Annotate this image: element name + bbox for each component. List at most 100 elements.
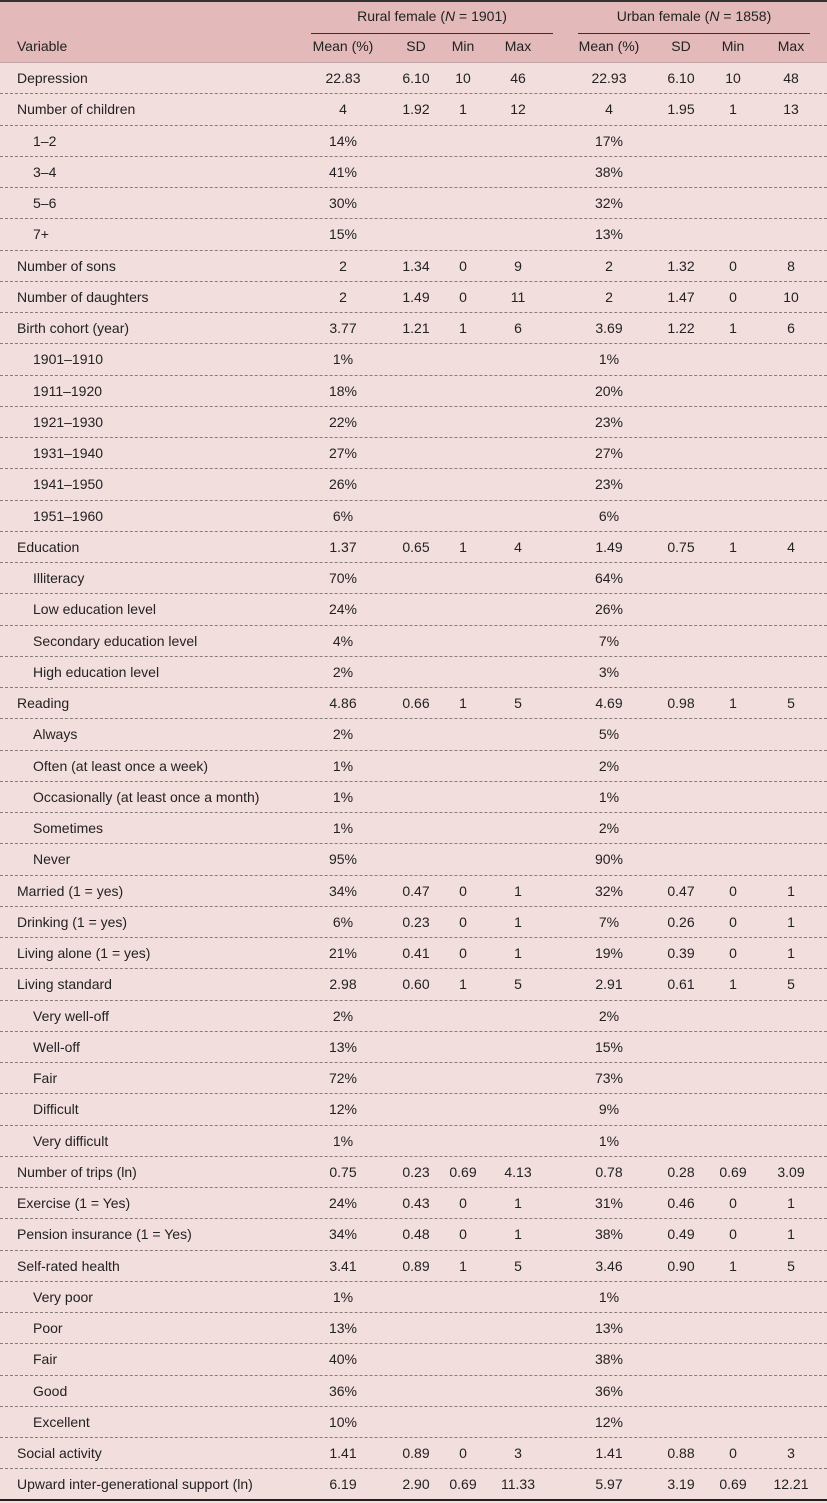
cell-value: 1: [459, 976, 467, 993]
cell-value: 10: [783, 288, 799, 305]
cell-value: 1: [729, 1257, 737, 1274]
cell-value: 18%: [328, 382, 358, 399]
cell-value: 1%: [598, 1288, 620, 1305]
cell-value: 1: [514, 1195, 522, 1211]
table-row: Self-rated health 3.41 0.89 1 5 3.46 0.90 1 5: [0, 1251, 827, 1282]
cell-value: 2%: [598, 757, 620, 774]
table-subrow: Low education level 24% 26%: [0, 594, 827, 626]
cell-value: 11: [510, 288, 526, 305]
cell-value: 1: [459, 695, 467, 711]
cell-value: 0.28: [667, 1163, 695, 1180]
cell-value: 19%: [594, 945, 624, 961]
cell-value: 1: [787, 1195, 795, 1211]
row-label: Never: [33, 851, 71, 868]
cell-value: 0.69: [719, 1163, 747, 1180]
column-header: Max: [504, 38, 532, 54]
cell-value: 12.21: [773, 1476, 809, 1493]
table-row: Reading 4.86 0.66 1 5 4.69 0.98 1 5: [0, 688, 827, 720]
cell-value: 9: [514, 257, 522, 274]
row-label: 1921–1930: [33, 413, 104, 430]
cell-value: 0.65: [402, 538, 430, 555]
cell-value: 0.88: [667, 1445, 695, 1461]
cell-value: 0.60: [402, 976, 430, 993]
cell-value: 1%: [598, 1132, 620, 1149]
header-variable: Variable: [17, 38, 68, 54]
cell-value: 1: [514, 1226, 522, 1243]
cell-value: 24%: [328, 601, 358, 618]
column-header: SD: [406, 38, 426, 54]
cell-value: 1.34: [402, 257, 430, 274]
table-row: Married (1 = yes) 34% 0.47 0 1 32% 0.47 0 1: [0, 876, 827, 907]
column-header: Max: [777, 38, 805, 54]
cell-value: 5: [514, 976, 522, 993]
cell-value: 0: [729, 913, 737, 930]
row-label: Well-off: [33, 1038, 80, 1055]
cell-value: 46: [510, 70, 526, 86]
cell-value: 2%: [332, 663, 354, 680]
table-row: Living standard 2.98 0.60 1 5 2.91 0.61 1 5: [0, 969, 827, 1001]
cell-value: 2%: [598, 1007, 620, 1024]
cell-value: 4.86: [329, 695, 357, 711]
row-label: 1–2: [33, 132, 57, 149]
cell-value: 0.39: [667, 945, 695, 961]
cell-value: 23%: [594, 476, 624, 493]
cell-value: 3.69: [595, 320, 623, 336]
cell-value: 26%: [594, 601, 624, 618]
row-label: 7+: [33, 226, 49, 243]
cell-value: 5: [787, 976, 795, 993]
cell-value: 15%: [594, 1038, 624, 1055]
cell-value: 1.47: [667, 288, 695, 305]
cell-value: 1: [459, 101, 467, 118]
row-label: Upward inter-generational support (ln): [17, 1476, 253, 1493]
cell-value: 1%: [332, 1132, 354, 1149]
group-rule-rural: [311, 33, 553, 34]
cell-value: 2.91: [595, 976, 623, 993]
cell-value: 5: [787, 1257, 795, 1274]
cell-value: 1%: [332, 1288, 354, 1305]
row-label: 5–6: [33, 195, 57, 211]
cell-value: 1: [514, 882, 522, 899]
cell-value: 10: [455, 70, 471, 86]
cell-value: 12: [510, 101, 526, 118]
cell-value: 1%: [332, 351, 354, 368]
cell-value: 40%: [328, 1351, 358, 1368]
cell-value: 6.19: [329, 1476, 357, 1493]
table-row: Number of sons 2 1.34 0 9 2 1.32 0 8: [0, 251, 827, 282]
cell-value: 38%: [594, 163, 624, 180]
row-label: High education level: [33, 663, 160, 680]
table-row: Exercise (1 = Yes) 24% 0.43 0 1 31% 0.46 0 1: [0, 1188, 827, 1220]
cell-value: 12%: [328, 1101, 358, 1118]
cell-value: 12%: [594, 1413, 624, 1430]
cell-value: 4: [339, 101, 347, 118]
cell-value: 0: [459, 1195, 467, 1211]
cell-value: 32%: [594, 882, 624, 899]
cell-value: 13: [783, 101, 799, 118]
table-row: Pension insurance (1 = Yes) 34% 0.48 0 1 38% 0…: [0, 1219, 827, 1251]
row-label: Low education level: [33, 601, 156, 618]
cell-value: 6.10: [402, 70, 430, 86]
group-n: N: [445, 8, 456, 24]
row-label: 1951–1960: [33, 507, 104, 524]
cell-value: 0.66: [402, 695, 430, 711]
cell-value: 4%: [332, 632, 354, 649]
cell-value: 3.19: [667, 1476, 695, 1493]
cell-value: 1%: [332, 820, 354, 836]
row-label: Often (at least once a week): [33, 757, 209, 774]
cell-value: 1: [459, 1257, 467, 1274]
column-header: Min: [721, 38, 745, 54]
row-label: Education: [17, 538, 80, 555]
row-label: Very poor: [33, 1288, 93, 1305]
cell-value: 7%: [598, 632, 620, 649]
cell-value: 20%: [594, 382, 624, 399]
cell-value: 31%: [594, 1195, 624, 1211]
cell-value: 0.47: [402, 882, 430, 899]
cell-value: 13%: [594, 226, 624, 243]
cell-value: 0.89: [402, 1445, 430, 1461]
table-subrow: 1941–1950 26% 23%: [0, 469, 827, 501]
cell-value: 2: [605, 257, 613, 274]
cell-value: 3.77: [329, 320, 357, 336]
row-label: Difficult: [33, 1101, 79, 1118]
cell-value: 72%: [328, 1070, 358, 1086]
table-subrow: 1901–1910 1% 1%: [0, 344, 827, 376]
cell-value: 1: [787, 945, 795, 961]
